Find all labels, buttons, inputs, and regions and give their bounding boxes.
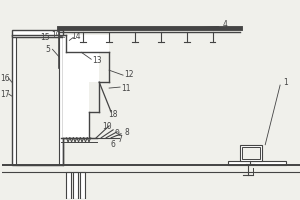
Text: 11: 11 (121, 84, 131, 93)
Bar (228, 161, 286, 165)
Bar (16, 37, 59, 165)
Bar (12, 35, 63, 165)
Text: 10: 10 (102, 122, 112, 131)
Text: 8: 8 (124, 128, 129, 137)
Text: 6: 6 (111, 140, 116, 149)
Bar (63, 112, 89, 138)
Text: 12: 12 (124, 70, 134, 79)
Text: 18: 18 (108, 110, 118, 119)
Text: 9: 9 (115, 129, 119, 138)
Text: 19: 19 (52, 31, 61, 40)
Text: 14: 14 (71, 32, 81, 41)
Bar (240, 145, 262, 161)
Bar (63, 35, 109, 52)
Bar (63, 52, 99, 82)
Text: 4: 4 (223, 20, 228, 29)
Bar (63, 82, 89, 112)
Text: 5: 5 (45, 45, 50, 54)
Text: 1: 1 (283, 78, 287, 87)
Bar (80, 172, 85, 199)
Bar (12, 30, 63, 37)
Text: 16: 16 (0, 74, 10, 83)
Text: 13: 13 (92, 56, 102, 65)
Bar (242, 147, 260, 159)
Bar (73, 172, 78, 199)
Bar (66, 172, 71, 199)
Text: 15: 15 (41, 33, 50, 42)
Text: 7: 7 (118, 135, 122, 144)
Text: 17: 17 (0, 90, 10, 99)
